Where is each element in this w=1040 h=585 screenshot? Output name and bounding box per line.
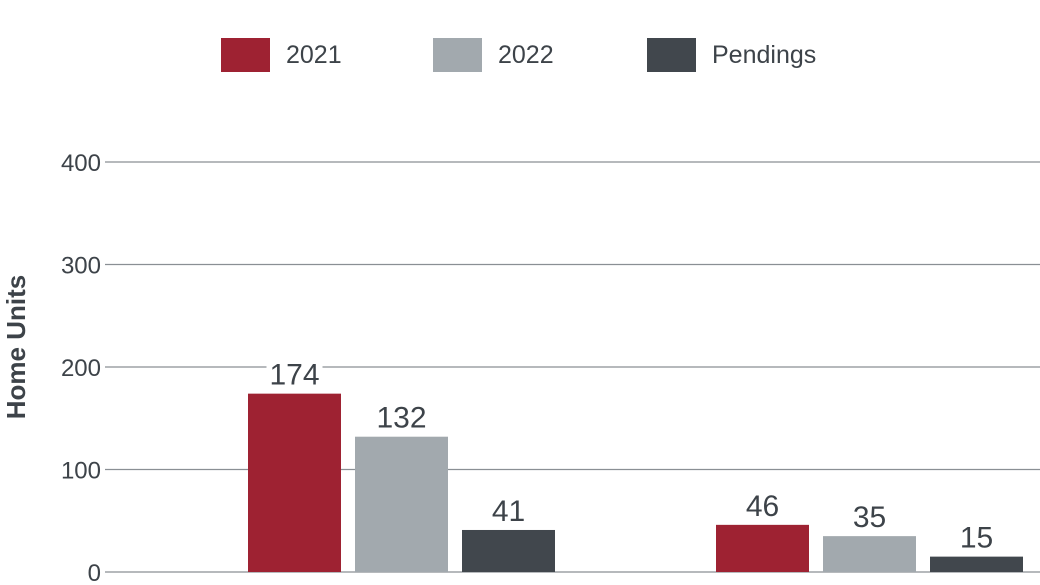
data-labels: 174 132 41 46 35 15 [266,357,1005,555]
y-tick-label-400: 400 [61,150,101,177]
data-label-pendings-group-1: 41 [492,495,525,528]
bar-2022-group-1 [355,436,448,572]
y-tick-label-0: 0 [88,560,101,585]
bars [248,393,1023,572]
y-tick-label-200: 200 [61,355,101,382]
legend-item-2021: 2021 [221,38,342,72]
data-label-2022-group-2: 35 [853,501,886,534]
data-label-bg [734,488,791,520]
data-label-bg [841,500,898,532]
data-label-bg [948,520,1005,552]
y-tick-label-100: 100 [61,458,101,485]
legend-item-2022: 2022 [433,38,554,72]
bar-2021-group-2 [716,524,809,572]
data-label-pendings-group-2: 15 [960,522,993,555]
legend-label-2021: 2021 [286,40,342,69]
bar-pendings-group-1 [462,529,555,572]
data-label-bg [480,493,537,525]
bar-pendings-group-2 [930,556,1023,572]
y-tick-labels: 0 100 200 300 400 [61,150,101,585]
legend-swatch-pendings [647,38,696,72]
legend-swatch-2022 [433,38,482,72]
y-axis-label: Home Units [1,275,31,419]
bar-2022-group-2 [823,536,916,572]
legend-item-pendings: Pendings [647,38,816,72]
data-label-2022-group-1: 132 [376,402,426,435]
legend-label-2022: 2022 [498,40,554,69]
y-tick-label-300: 300 [61,253,101,280]
legend-swatch-2021 [221,38,270,72]
data-label-bg [266,357,323,389]
bar-2021-group-1 [248,393,341,572]
data-label-bg [373,400,430,432]
gridlines [105,161,1040,573]
data-label-2021-group-1: 174 [269,359,319,392]
legend-label-pendings: Pendings [712,40,817,69]
data-label-2021-group-2: 46 [746,490,779,523]
